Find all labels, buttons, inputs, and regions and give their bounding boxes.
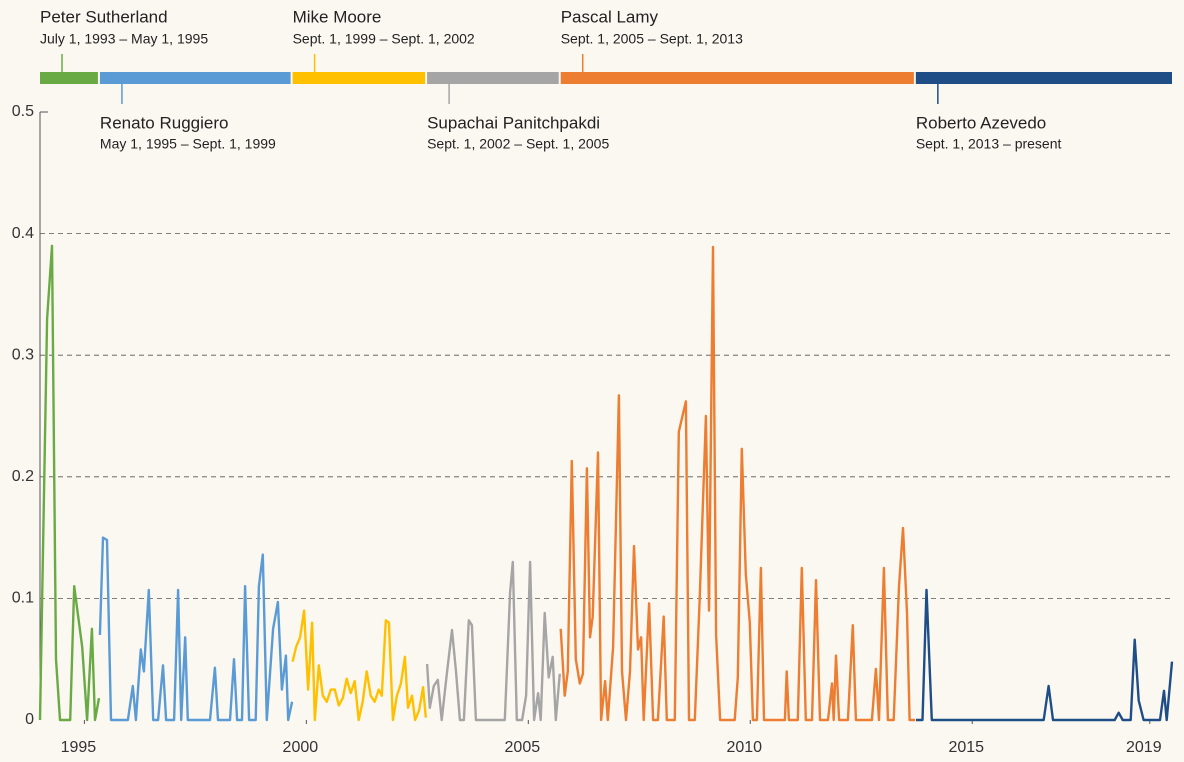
x-tick-label: 2005: [505, 739, 541, 756]
era-bar: [40, 72, 98, 84]
x-tick-label: 2000: [283, 739, 319, 756]
era-dates: July 1, 1993 – May 1, 1995: [40, 31, 208, 47]
era-name: Renato Ruggiero: [100, 113, 229, 132]
era-name: Mike Moore: [293, 7, 382, 26]
era-bar: [292, 72, 426, 84]
era-dates: May 1, 1995 – Sept. 1, 1999: [100, 136, 276, 152]
x-tick-label: 2019: [1126, 739, 1162, 756]
series-line: [38, 244, 101, 722]
y-tick-label: 0: [25, 711, 34, 728]
era-name: Pascal Lamy: [561, 7, 659, 26]
era-dates: Sept. 1, 2013 – present: [916, 136, 1062, 152]
era-name: Roberto Azevedo: [916, 113, 1046, 132]
x-tick-label: 1995: [61, 739, 97, 756]
x-tick-label: 2015: [948, 739, 984, 756]
era-dates: Sept. 1, 1999 – Sept. 1, 2002: [293, 31, 475, 47]
series-line: [559, 245, 915, 722]
y-tick-label: 0.3: [12, 346, 34, 363]
series-line: [98, 536, 294, 722]
y-tick-label: 0.1: [12, 590, 34, 607]
era-name: Supachai Panitchpakdi: [427, 113, 600, 132]
y-tick-label: 0.5: [12, 103, 34, 120]
y-tick-label: 0.4: [12, 225, 34, 242]
era-bar: [99, 72, 291, 84]
era-dates: Sept. 1, 2005 – Sept. 1, 2013: [561, 31, 743, 47]
series-line: [425, 560, 561, 722]
series-line: [915, 588, 1174, 722]
era-dates: Sept. 1, 2002 – Sept. 1, 2005: [427, 136, 609, 152]
era-bar: [427, 72, 559, 84]
era-name: Peter Sutherland: [40, 7, 168, 26]
x-tick-label: 2010: [726, 739, 762, 756]
series-line: [291, 609, 427, 722]
era-bar: [915, 72, 1172, 84]
era-bar: [560, 72, 914, 84]
y-tick-label: 0.2: [12, 468, 34, 485]
